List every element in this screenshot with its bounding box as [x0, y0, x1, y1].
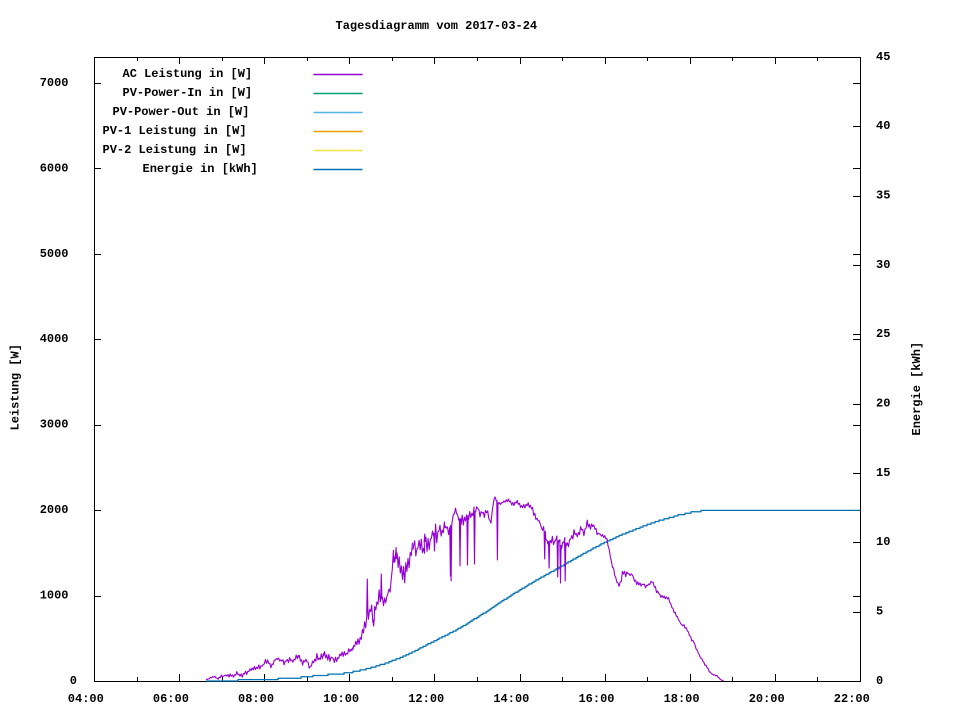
svg-text:04:00: 04:00: [68, 692, 104, 706]
svg-text:10:00: 10:00: [323, 692, 359, 706]
svg-text:4000: 4000: [40, 332, 69, 346]
svg-text:PV-Power-Out in [W]: PV-Power-Out in [W]: [113, 105, 250, 119]
svg-text:12:00: 12:00: [408, 692, 444, 706]
svg-text:6000: 6000: [40, 161, 69, 175]
svg-text:30: 30: [876, 258, 890, 272]
svg-text:2000: 2000: [40, 503, 69, 517]
svg-text:PV-1 Leistung in [W]: PV-1 Leistung in [W]: [103, 124, 247, 138]
svg-text:10: 10: [876, 535, 890, 549]
svg-text:08:00: 08:00: [238, 692, 274, 706]
svg-text:45: 45: [876, 50, 890, 64]
svg-text:15: 15: [876, 466, 890, 480]
svg-text:35: 35: [876, 189, 890, 203]
svg-text:PV-2 Leistung in [W]: PV-2 Leistung in [W]: [103, 143, 247, 157]
svg-text:16:00: 16:00: [578, 692, 614, 706]
svg-text:1000: 1000: [40, 588, 69, 602]
svg-text:0: 0: [70, 674, 77, 688]
svg-text:14:00: 14:00: [493, 692, 529, 706]
svg-text:25: 25: [876, 327, 890, 341]
svg-text:Leistung [W]: Leistung [W]: [8, 344, 22, 430]
svg-text:5000: 5000: [40, 247, 69, 261]
svg-text:AC Leistung in [W]: AC Leistung in [W]: [123, 67, 253, 81]
svg-text:40: 40: [876, 119, 890, 133]
svg-text:3000: 3000: [40, 418, 69, 432]
svg-text:Energie in [kWh]: Energie in [kWh]: [143, 162, 258, 176]
svg-text:18:00: 18:00: [664, 692, 700, 706]
svg-text:Tagesdiagramm vom 2017-03-24: Tagesdiagramm vom 2017-03-24: [336, 19, 538, 33]
svg-text:20: 20: [876, 397, 890, 411]
svg-text:PV-Power-In in [W]: PV-Power-In in [W]: [123, 86, 253, 100]
svg-text:5: 5: [876, 605, 883, 619]
svg-text:Energie [kWh]: Energie [kWh]: [910, 342, 924, 436]
svg-text:7000: 7000: [40, 76, 69, 90]
svg-text:22:00: 22:00: [834, 692, 870, 706]
svg-text:06:00: 06:00: [153, 692, 189, 706]
svg-text:0: 0: [876, 674, 883, 688]
svg-text:20:00: 20:00: [749, 692, 785, 706]
